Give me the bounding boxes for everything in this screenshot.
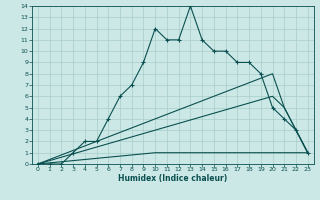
X-axis label: Humidex (Indice chaleur): Humidex (Indice chaleur) [118,174,228,183]
